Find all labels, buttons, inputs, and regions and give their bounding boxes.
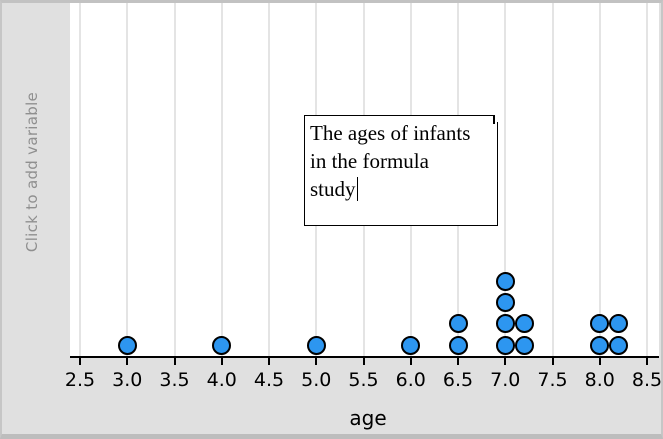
data-point-dot[interactable] <box>401 335 421 355</box>
gridline <box>173 3 176 356</box>
data-point-dot[interactable] <box>212 335 232 355</box>
textbox-resize-notch <box>493 114 495 124</box>
axis-tick <box>409 358 412 365</box>
gridline <box>551 3 554 356</box>
axis-tick <box>126 358 129 365</box>
axis-tick <box>79 358 81 365</box>
axis-tick-label: 3.5 <box>159 369 190 391</box>
axis-tick <box>220 358 223 365</box>
textbox-line: in the formula <box>310 149 429 173</box>
data-point-dot[interactable] <box>590 335 610 355</box>
axis-tick-label: 8.0 <box>584 369 615 391</box>
gridline <box>504 3 507 356</box>
gridline <box>220 3 223 356</box>
axis-tick <box>268 358 270 365</box>
axis-tick-label: 5.0 <box>301 369 332 391</box>
x-axis-variable-label[interactable]: age <box>349 406 387 430</box>
data-point-dot[interactable] <box>609 314 629 334</box>
axis-tick-label: 8.5 <box>631 369 663 391</box>
data-point-dot[interactable] <box>448 335 468 355</box>
data-point-dot[interactable] <box>590 314 610 334</box>
plot-title-textbox[interactable]: The ages of infants in the formula study <box>304 114 499 226</box>
axis-tick-label: 7.5 <box>537 369 568 391</box>
axis-tick-label: 6.5 <box>442 369 474 391</box>
data-point-dot[interactable] <box>306 335 326 355</box>
data-point-dot[interactable] <box>495 292 515 312</box>
axis-tick-label: 4.5 <box>253 369 285 391</box>
gridline <box>646 3 648 356</box>
sidebar-add-variable[interactable]: Click to add variable <box>23 91 41 253</box>
textbox-line: The ages of infants <box>310 121 471 145</box>
gridline <box>79 3 81 356</box>
data-point-dot[interactable] <box>495 271 515 291</box>
axis-tick-label: 6.0 <box>395 369 426 391</box>
axis-tick <box>598 358 601 365</box>
axis-tick-label: 2.5 <box>64 369 96 391</box>
axis-tick-label: 5.5 <box>348 369 379 391</box>
axis-tick <box>504 358 507 365</box>
data-point-dot[interactable] <box>117 335 137 355</box>
data-point-dot[interactable] <box>495 314 515 334</box>
axis-tick <box>173 358 176 365</box>
textbox-line-text: study <box>310 177 356 201</box>
axis-tick-label: 3.0 <box>112 369 143 391</box>
gridline <box>598 3 601 356</box>
axis-tick <box>457 358 459 365</box>
gridline <box>126 3 129 356</box>
gridline <box>268 3 270 356</box>
axis-tick-label: 7.0 <box>490 369 521 391</box>
axis-tick <box>551 358 554 365</box>
axis-tick-label: 4.0 <box>206 369 237 391</box>
text-cursor <box>356 177 359 201</box>
data-point-dot[interactable] <box>448 314 468 334</box>
textbox-line: study <box>310 175 492 203</box>
data-point-dot[interactable] <box>609 335 629 355</box>
axis-tick <box>362 358 365 365</box>
axis-tick <box>315 358 318 365</box>
axis-tick <box>646 358 648 365</box>
textbox-corner-gap <box>494 114 499 122</box>
data-point-dot[interactable] <box>514 335 534 355</box>
data-point-dot[interactable] <box>495 335 515 355</box>
data-point-dot[interactable] <box>514 314 534 334</box>
